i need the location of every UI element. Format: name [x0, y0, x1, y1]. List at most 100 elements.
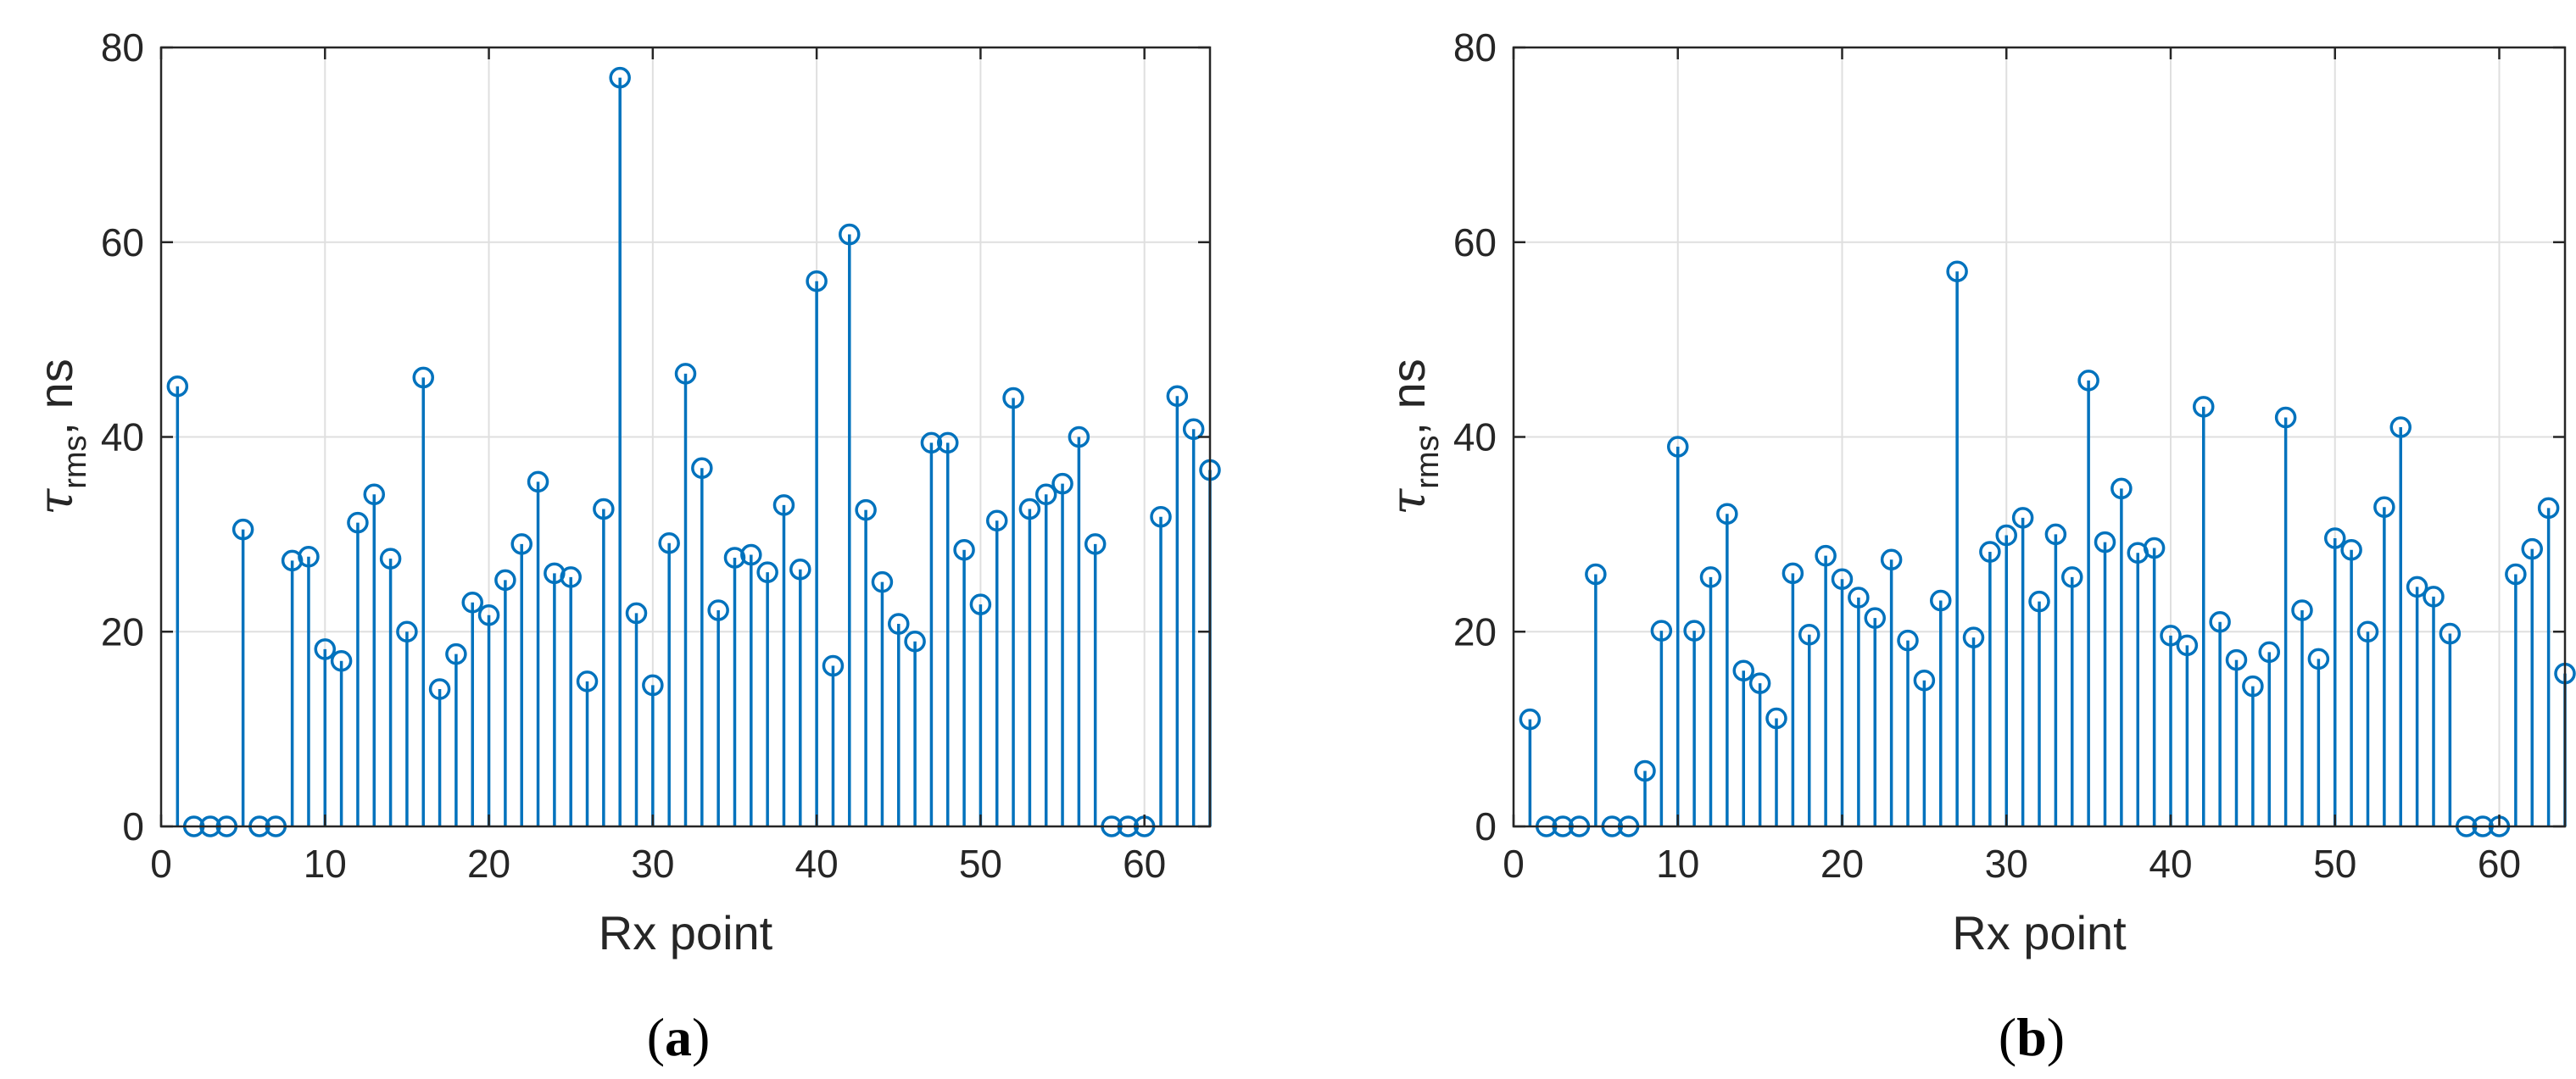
x-axis-label: Rx point	[599, 906, 773, 959]
stem-marker	[2389, 416, 2412, 438]
x-tick-label: 40	[2149, 842, 2192, 886]
x-axis-label: Rx point	[1952, 906, 2127, 959]
x-tick-label: 20	[1820, 842, 1864, 886]
stem-marker	[1068, 425, 1090, 448]
stem-marker	[1831, 568, 1854, 590]
y-tick-label: 20	[1453, 609, 1497, 654]
stem-marker	[1585, 563, 1607, 586]
x-tick-label: 0	[150, 842, 172, 886]
stem-marker	[855, 498, 877, 521]
stem-marker	[1034, 483, 1057, 506]
stem-marker	[428, 678, 451, 700]
stem-marker	[445, 642, 467, 665]
stem-marker	[904, 630, 926, 653]
stem-marker	[2406, 576, 2428, 598]
stem-marker	[806, 270, 828, 292]
stem-marker	[2110, 477, 2133, 500]
stem-marker	[494, 569, 516, 592]
stem-marker	[920, 431, 943, 454]
stem-marker	[1979, 541, 2001, 563]
stem-marker	[789, 558, 811, 581]
y-axis-subscript: rms	[1410, 435, 1446, 488]
stem-marker	[1166, 385, 1189, 408]
stem-marker	[985, 509, 1008, 532]
stem-marker	[166, 375, 189, 398]
stem-marker	[2439, 622, 2462, 645]
stem-marker	[2011, 507, 2034, 529]
x-tick-label: 60	[1123, 842, 1166, 886]
x-tick-label: 10	[304, 842, 347, 886]
stem-marker	[888, 613, 910, 635]
y-tick-label: 80	[1453, 25, 1497, 70]
stem-marker	[707, 599, 729, 621]
stem-marker	[2274, 406, 2297, 429]
x-tick-label: 10	[1656, 842, 1699, 886]
x-tick-label: 50	[959, 842, 1002, 886]
y-tick-label: 80	[101, 25, 144, 70]
stem-marker	[2044, 523, 2067, 546]
x-tick-label: 30	[631, 842, 674, 886]
stem-marker	[2176, 634, 2199, 657]
stem-marker	[1913, 669, 1936, 692]
panel-label: (b)	[1999, 1007, 2065, 1067]
stem-marker	[2209, 611, 2231, 633]
stem-marker	[1897, 629, 1919, 652]
y-tick-label: 60	[101, 220, 144, 264]
stem-marker	[477, 603, 500, 626]
panel-label: (a)	[647, 1007, 711, 1067]
stem-marker	[756, 561, 778, 583]
stem-marker	[379, 548, 402, 570]
stem-marker	[674, 363, 697, 385]
stem-marker	[2291, 599, 2313, 621]
y-axis-unit: , ns	[1381, 359, 1435, 435]
series	[1519, 260, 2576, 837]
stem-marker	[2193, 396, 2215, 418]
y-axis-subscript: rms	[58, 435, 93, 488]
stem-marker	[1018, 498, 1041, 520]
stem-marker	[1962, 626, 1985, 648]
stem-marker	[593, 498, 615, 520]
stem-marker	[2307, 648, 2330, 670]
stem-marker	[1150, 505, 1172, 528]
stem-marker	[1765, 707, 1787, 730]
stem-marker	[937, 431, 959, 454]
stem-marker	[1815, 544, 1837, 567]
stem-marker	[412, 366, 434, 389]
chart-panel-a: 0 10 20 30 40 50 60 0 20 40 60 80 Rx point τrms, ns (a…	[29, 25, 1221, 1067]
tick-marks	[159, 46, 1210, 828]
stem-marker	[1880, 548, 1903, 570]
stem-marker	[1699, 566, 1722, 588]
stem-marker	[1051, 472, 1073, 495]
stem-marker	[1995, 524, 2017, 547]
stem-marker	[1182, 418, 1205, 441]
stem-marker	[625, 602, 648, 625]
y-axis-unit: , ns	[29, 359, 82, 435]
stem-marker	[1683, 620, 1705, 642]
y-tick-label: 40	[1453, 415, 1497, 459]
y-tick-label: 60	[1453, 220, 1497, 264]
stem-marker	[871, 570, 894, 593]
y-axis-symbol: τ	[29, 488, 84, 515]
stem-marker	[740, 543, 762, 566]
stem-marker	[2028, 590, 2050, 613]
stem-marker	[642, 674, 664, 697]
stem-marker	[1650, 620, 1673, 642]
stem-marker	[2521, 537, 2543, 560]
x-tick-label: 40	[795, 842, 839, 886]
stem-marker	[2537, 497, 2560, 520]
series	[166, 66, 1221, 837]
stem-marker	[576, 670, 599, 692]
stem-marker	[510, 533, 532, 555]
chart-panel-b: 0 10 20 30 40 50 60 0 20 40 60 80 Rx point τrms, ns (b…	[1381, 25, 2576, 1067]
stem-marker	[2505, 563, 2527, 586]
y-axis-label: τrms, ns	[1381, 359, 1446, 515]
stem-marker	[2160, 625, 2182, 647]
stem-marker	[723, 547, 746, 569]
stem-marker	[2340, 539, 2362, 561]
stem-marker	[2094, 531, 2116, 553]
stem-marker	[691, 457, 713, 480]
stem-marker	[2423, 586, 2445, 608]
stem-marker	[2225, 648, 2248, 671]
tick-marks	[1512, 46, 2565, 828]
